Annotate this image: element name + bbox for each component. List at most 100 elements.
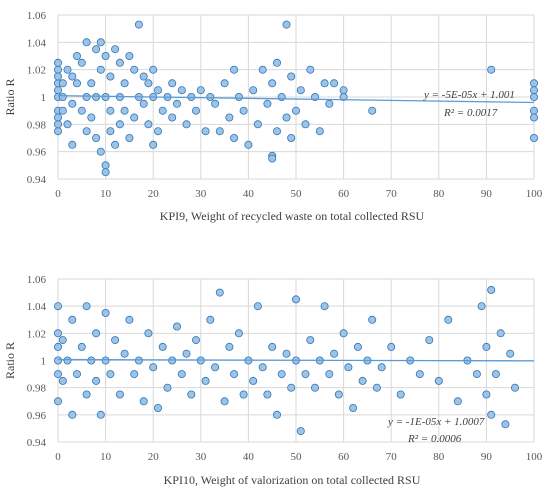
data-point	[211, 363, 220, 372]
x-axis-label: KPI10, Weight of valorization on total c…	[164, 473, 421, 487]
data-point	[211, 99, 220, 108]
data-point	[96, 38, 105, 47]
data-point	[144, 79, 153, 88]
data-point	[496, 329, 505, 338]
data-point	[130, 370, 139, 379]
trend-r2: R² = 0.0017	[443, 107, 498, 119]
x-tick-label: 30	[195, 451, 207, 463]
data-point	[477, 302, 486, 311]
data-point	[244, 140, 253, 149]
data-point	[234, 329, 243, 338]
data-point	[58, 106, 67, 115]
data-point	[330, 349, 339, 358]
data-point	[353, 342, 362, 351]
data-point	[282, 20, 291, 29]
data-point	[77, 106, 86, 115]
data-point	[92, 376, 101, 385]
trend-equation: y = -5E-05x + 1.001	[423, 89, 515, 101]
data-point	[153, 86, 162, 95]
data-point	[339, 329, 348, 338]
data-point	[54, 65, 63, 74]
data-point	[287, 72, 296, 81]
x-tick-label: 50	[291, 188, 303, 200]
chart-kpi10: 0.94 0.96 0.98 1 1.02 1.04 1.06 0 10 20 30 40 50 60 7…	[3, 274, 543, 487]
data-point	[434, 376, 443, 385]
x-tick-label: 50	[291, 451, 303, 463]
data-point	[510, 383, 519, 392]
data-point	[92, 133, 101, 142]
data-point	[106, 370, 115, 379]
data-point	[139, 72, 148, 81]
data-point	[310, 383, 319, 392]
data-point	[482, 342, 491, 351]
x-tick-label: 20	[148, 451, 160, 463]
data-points	[54, 20, 539, 177]
y-tick-label: 1.04	[27, 37, 47, 49]
data-point	[92, 329, 101, 338]
x-tick-label: 0	[55, 188, 61, 200]
data-point	[172, 322, 181, 331]
data-point	[125, 315, 134, 324]
data-point	[68, 315, 77, 324]
data-point	[130, 65, 139, 74]
data-point	[249, 86, 258, 95]
data-point	[530, 113, 539, 122]
data-point	[530, 86, 539, 95]
data-point	[487, 65, 496, 74]
y-tick-label: 1.06	[27, 274, 47, 286]
data-point	[230, 133, 239, 142]
data-point	[291, 106, 300, 115]
data-point	[87, 113, 96, 122]
data-point	[320, 302, 329, 311]
data-point	[163, 383, 172, 392]
data-point	[54, 397, 63, 406]
data-point	[339, 93, 348, 102]
data-point	[453, 397, 462, 406]
data-point	[258, 363, 267, 372]
y-tick-label: 1	[41, 356, 47, 368]
data-point	[444, 315, 453, 324]
data-point	[291, 295, 300, 304]
data-point	[249, 376, 258, 385]
data-point	[54, 127, 63, 136]
data-point	[325, 99, 334, 108]
x-tick-label: 10	[100, 188, 112, 200]
data-point	[58, 93, 67, 102]
data-point	[54, 113, 63, 122]
data-point	[253, 120, 262, 129]
data-point	[182, 120, 191, 129]
data-point	[73, 370, 82, 379]
x-tick-labels: 0 10 20 30 40 50 60 70 80 90 100	[55, 188, 543, 200]
data-point	[73, 79, 82, 88]
data-point	[158, 106, 167, 115]
data-point	[96, 147, 105, 156]
data-point	[234, 93, 243, 102]
x-tick-label: 60	[338, 188, 350, 200]
x-tick-label: 60	[338, 451, 350, 463]
data-point	[96, 65, 105, 74]
data-point	[54, 342, 63, 351]
data-point	[306, 336, 315, 345]
data-point	[225, 113, 234, 122]
x-tick-label: 100	[526, 451, 543, 463]
data-point	[272, 127, 281, 136]
data-point	[272, 410, 281, 419]
data-point	[239, 106, 248, 115]
data-point	[501, 420, 510, 429]
data-point	[111, 140, 120, 149]
x-tick-label: 0	[55, 451, 61, 463]
data-point	[530, 106, 539, 115]
data-point	[177, 86, 186, 95]
data-point	[101, 168, 110, 177]
chart-kpi9: 0.94 0.96 0.98 1 1.02 1.04 1.06 0 10 20 30 40 50 60 7…	[3, 10, 543, 223]
trendline	[57, 358, 535, 362]
data-point	[268, 79, 277, 88]
x-tick-label: 20	[148, 188, 160, 200]
data-points	[54, 285, 519, 436]
data-point	[306, 65, 315, 74]
y-tick-labels: 0.94 0.96 0.98 1 1.02 1.04 1.06	[27, 10, 47, 186]
data-point	[201, 376, 210, 385]
data-point	[168, 79, 177, 88]
data-point	[530, 133, 539, 142]
data-point	[125, 133, 134, 142]
